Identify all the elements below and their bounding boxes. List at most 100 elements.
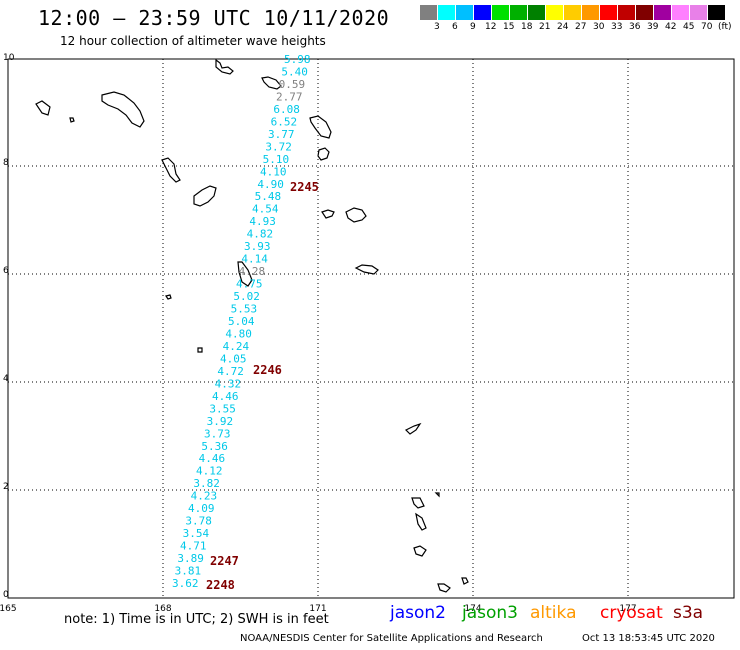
island-outlines — [35, 58, 469, 593]
legend-swatch — [510, 5, 528, 20]
wave-height-label: 4.05 — [220, 352, 247, 365]
legend-unit: (ft) — [718, 22, 732, 32]
wave-height-label: 3.73 — [204, 427, 231, 440]
wave-height-label: 4.46 — [199, 452, 226, 465]
island-outline — [411, 497, 425, 509]
island-outline — [261, 76, 282, 90]
legend-swatch — [708, 5, 726, 20]
map-frame — [7, 58, 735, 599]
island-outline — [197, 347, 203, 353]
island-outline — [317, 147, 330, 161]
wave-height-label: 5.10 — [263, 153, 290, 166]
generated-timestamp: Oct 13 18:53:45 UTC 2020 — [582, 633, 715, 644]
wave-height-label: 3.77 — [268, 128, 295, 141]
x-tick-label: 168 — [154, 604, 171, 614]
wave-height-label: 4.54 — [252, 203, 279, 216]
wave-height-label: 5.48 — [255, 190, 282, 203]
pass-time-label: 2245 — [290, 180, 319, 194]
wave-height-label: 4.71 — [180, 540, 207, 553]
legend-label: 70 — [701, 22, 713, 32]
wave-height-label: 3.82 — [193, 477, 220, 490]
wave-height-label: 4.82 — [247, 228, 274, 241]
x-tick-label: 174 — [464, 604, 481, 614]
altimeter-track: 5.985.400.592.776.086.523.773.725.104.10… — [172, 53, 319, 592]
satellite-name: cryosat — [600, 603, 663, 623]
island-outline — [193, 185, 217, 207]
wave-height-label: 4.46 — [212, 390, 239, 403]
map-subtitle: 12 hour collection of altimeter wave hei… — [60, 34, 326, 48]
legend-swatch — [564, 5, 582, 20]
wave-height-label: 3.72 — [265, 140, 292, 153]
satellite-name: altika — [530, 603, 577, 623]
x-tick-label: 177 — [619, 604, 636, 614]
wave-height-label: 6.52 — [271, 115, 298, 128]
legend-label: 42 — [665, 22, 677, 32]
legend-label: 36 — [629, 22, 641, 32]
island-outline — [404, 422, 422, 435]
island-outline — [309, 115, 332, 139]
legend-swatch — [438, 5, 456, 20]
wave-height-label: 4.93 — [249, 215, 275, 228]
legend-label: 3 — [434, 22, 440, 32]
island-outline — [461, 577, 469, 585]
legend-swatch — [492, 5, 510, 20]
island-outline — [237, 261, 253, 287]
y-tick-label: 0 — [3, 590, 9, 600]
legend-swatch — [546, 5, 564, 20]
island-outline — [321, 209, 335, 219]
legend-label: 18 — [521, 22, 533, 32]
wave-height-label: 4.12 — [196, 465, 223, 478]
wave-height-label: 4.14 — [241, 253, 268, 266]
wave-height-label: 5.53 — [231, 303, 258, 316]
island-outline — [434, 492, 440, 498]
x-tick-label: 171 — [309, 604, 326, 614]
wave-height-label: 3.89 — [177, 552, 204, 565]
wave-height-label: 4.24 — [223, 340, 250, 353]
legend-swatch — [474, 5, 492, 20]
legend-swatch — [420, 5, 438, 20]
legend-label: 6 — [452, 22, 458, 32]
y-tick-label: 4 — [3, 374, 9, 384]
grid-lines — [8, 59, 734, 598]
legend-swatch — [654, 5, 672, 20]
wave-height-label: 2.77 — [276, 90, 303, 103]
island-outline — [101, 91, 145, 128]
wave-height-label: 3.92 — [207, 415, 234, 428]
wave-height-label: 4.90 — [257, 178, 284, 191]
wave-height-label: 3.81 — [175, 565, 202, 578]
axis-labels: 165 168 171 174 177 0 2 4 6 8 10 — [0, 53, 637, 614]
wave-height-label: 4.23 — [191, 490, 218, 503]
legend-label: 45 — [683, 22, 695, 32]
wave-height-label: 3.93 — [244, 240, 271, 253]
pass-time-label: 2246 — [253, 363, 282, 377]
x-tick-label: 165 — [0, 604, 17, 614]
y-tick-label: 8 — [3, 158, 9, 168]
legend-label: 39 — [647, 22, 659, 32]
wave-height-label: 4.09 — [188, 502, 215, 515]
legend-label: 21 — [539, 22, 551, 32]
y-tick-label: 6 — [3, 266, 9, 276]
wave-height-label: 4.32 — [215, 377, 242, 390]
satellite-name: s3a — [673, 603, 704, 623]
island-outline — [415, 512, 427, 531]
island-outline — [35, 100, 51, 116]
wave-height-label: 6.08 — [273, 103, 300, 116]
wave-height-label: 3.55 — [209, 402, 236, 415]
y-tick-label: 2 — [3, 482, 9, 492]
legend-label: 15 — [503, 22, 515, 32]
legend-swatch — [528, 5, 546, 20]
wave-height-label: 4.75 — [236, 278, 263, 291]
legend-label: 33 — [611, 22, 623, 32]
legend-label: 30 — [593, 22, 605, 32]
wave-height-label: 3.54 — [183, 527, 210, 540]
legend-swatch — [636, 5, 654, 20]
pass-time-label: 2248 — [206, 578, 235, 592]
legend-swatch — [456, 5, 474, 20]
wave-height-label: 5.36 — [201, 440, 228, 453]
island-outline — [345, 207, 367, 223]
island-outline — [161, 157, 181, 183]
legend-swatch — [672, 5, 690, 20]
wave-height-label: 5.40 — [281, 65, 308, 78]
credit-line: NOAA/NESDIS Center for Satellite Applica… — [240, 633, 543, 644]
map-title: 12:00 – 23:59 UTC 10/11/2020 — [38, 6, 390, 30]
